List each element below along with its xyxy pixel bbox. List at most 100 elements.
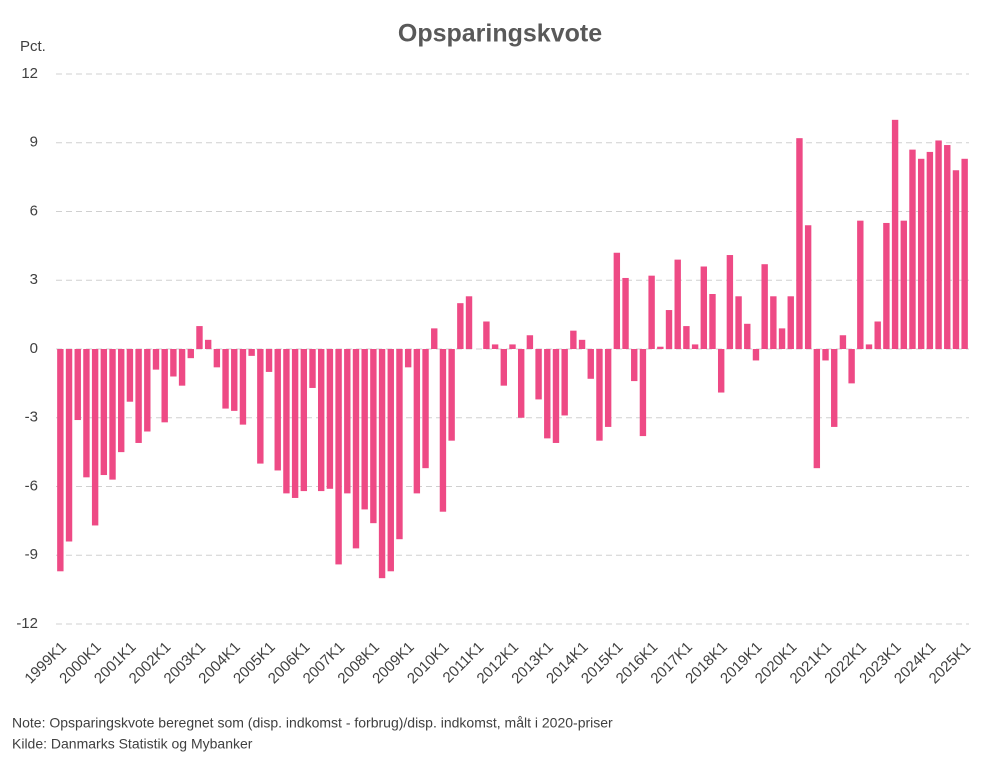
y-axis-label: Pct. [20, 38, 46, 55]
bar [561, 349, 568, 416]
bar [926, 151, 934, 349]
bar [691, 344, 699, 349]
bar [752, 349, 760, 361]
bar [422, 349, 429, 469]
y-tick-label: 9 [30, 134, 38, 151]
bar [787, 296, 794, 349]
bar [778, 328, 786, 349]
bar [318, 349, 325, 492]
bar [709, 294, 716, 349]
y-tick-label: 3 [30, 271, 38, 288]
bar [900, 220, 907, 349]
bar [813, 349, 821, 469]
bar [874, 321, 881, 349]
bar [622, 277, 629, 349]
note: Note: Opsparingskvote beregnet som (disp… [12, 715, 613, 731]
bar [770, 296, 777, 349]
bar [448, 349, 455, 441]
bar [291, 349, 299, 498]
bar [848, 349, 855, 384]
bar [213, 349, 221, 368]
bar [944, 145, 951, 349]
bar [865, 344, 873, 349]
bar [683, 326, 690, 349]
bar [378, 349, 386, 579]
y-tick-label: -12 [16, 615, 38, 632]
bar [109, 349, 116, 480]
bar [744, 323, 751, 349]
bar [517, 349, 525, 418]
bar [239, 349, 247, 425]
bar [404, 349, 412, 368]
bar [831, 349, 838, 427]
bar [344, 349, 351, 494]
bar [465, 296, 473, 349]
bar [196, 326, 203, 349]
bar [909, 149, 916, 349]
bar [961, 158, 968, 349]
bar [935, 140, 942, 349]
bar [596, 349, 603, 441]
bar [822, 349, 829, 361]
bar [326, 349, 334, 489]
bar [613, 252, 621, 349]
bar [717, 349, 725, 393]
bar [204, 339, 212, 349]
y-tick-label: 0 [30, 340, 38, 357]
y-tick-label: 6 [30, 202, 38, 219]
bar [674, 259, 681, 349]
source: Kilde: Danmarks Statistik og Mybanker [12, 736, 253, 752]
bar [57, 349, 64, 572]
bar [891, 119, 899, 349]
bar [100, 349, 108, 476]
bar [118, 349, 125, 453]
bar [952, 170, 960, 349]
bar [735, 296, 742, 349]
bar [700, 266, 707, 349]
bar [796, 138, 803, 349]
bar [570, 330, 577, 349]
bar [387, 349, 394, 572]
bar [274, 349, 281, 471]
bar [457, 303, 464, 349]
bar [65, 349, 73, 542]
bar [535, 349, 542, 400]
bar [526, 335, 534, 349]
bar [726, 255, 734, 349]
bar [74, 349, 81, 421]
y-tick-label: -6 [25, 477, 38, 494]
bar [257, 349, 264, 464]
bar [370, 349, 377, 524]
bar [657, 346, 664, 349]
bar [509, 344, 516, 349]
y-tick-label: -9 [25, 546, 38, 563]
bar [483, 321, 490, 349]
bar [361, 349, 368, 510]
bar [335, 349, 342, 565]
bar [631, 349, 638, 382]
bar [491, 344, 499, 349]
bar [265, 349, 273, 372]
bar [839, 335, 847, 349]
bar [231, 349, 238, 411]
bar [135, 349, 142, 443]
bar [283, 349, 290, 494]
bar [648, 275, 655, 349]
bar [500, 349, 508, 386]
bar [396, 349, 403, 540]
bar [161, 349, 168, 423]
bar [578, 339, 586, 349]
y-tick-label: 12 [21, 65, 38, 82]
bar [552, 349, 560, 443]
bar [665, 310, 673, 349]
bar [587, 349, 594, 379]
bar [413, 349, 421, 494]
bar [222, 349, 229, 409]
bar [883, 222, 890, 349]
bar [248, 349, 255, 356]
bar [152, 349, 160, 370]
bar [431, 328, 438, 349]
chart-title: Opsparingskvote [398, 20, 602, 48]
bar [178, 349, 186, 386]
bar [83, 349, 90, 478]
